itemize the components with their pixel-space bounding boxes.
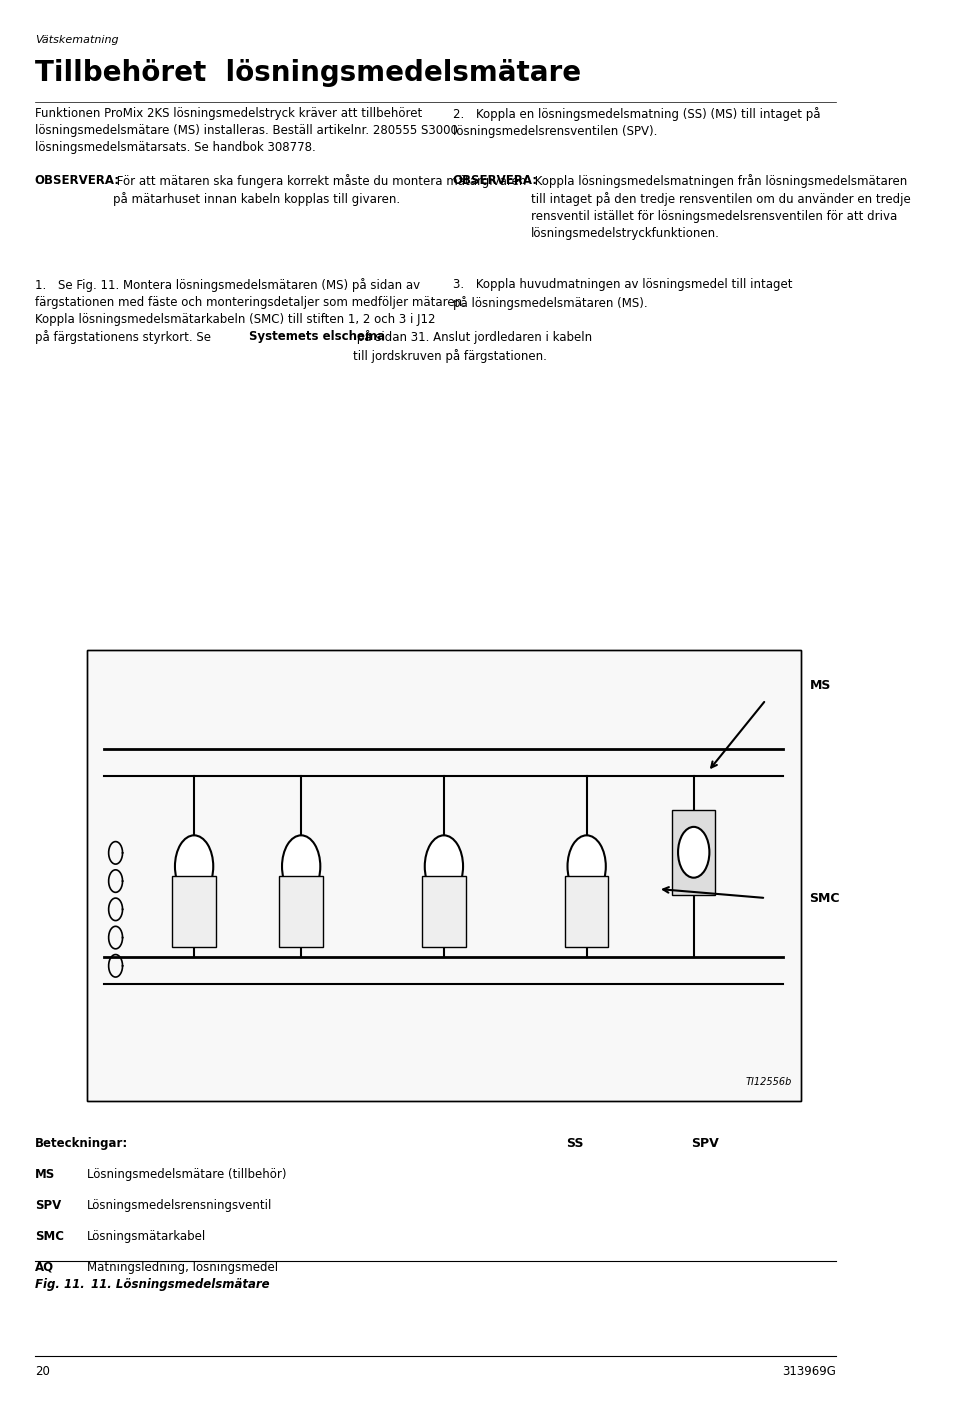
Circle shape (282, 836, 321, 898)
Text: OBSERVERA:: OBSERVERA: (452, 174, 538, 186)
Text: SPV: SPV (35, 1199, 61, 1211)
Text: 11. Lösningsmedelsmätare: 11. Lösningsmedelsmätare (91, 1278, 270, 1291)
Text: Lösningsmätarkabel: Lösningsmätarkabel (87, 1230, 206, 1243)
Text: Koppla lösningsmedelsmatningen från lösningsmedelsmätaren
till intaget på den tr: Koppla lösningsmedelsmatningen från lösn… (531, 174, 911, 240)
Text: Systemets elschema: Systemets elschema (249, 330, 385, 343)
Text: Funktionen ProMix 2KS lösningsmedelstryck kräver att tillbehöret
lösningsmedelsm: Funktionen ProMix 2KS lösningsmedelstryc… (35, 107, 458, 154)
Text: TI12556b: TI12556b (746, 1077, 792, 1087)
Text: Matningsledning, lösningsmedel: Matningsledning, lösningsmedel (87, 1261, 278, 1274)
Bar (672, 810, 715, 895)
Text: AQ: AQ (35, 1261, 54, 1274)
Bar (564, 877, 609, 947)
Text: För att mätaren ska fungera korrekt måste du montera mätargivaren
på mätarhuset : För att mätaren ska fungera korrekt måst… (113, 174, 526, 206)
Text: 313969G: 313969G (781, 1365, 835, 1378)
Text: MS: MS (809, 679, 830, 692)
Bar (87, 650, 801, 1101)
Text: Lösningsmedelsrensningsventil: Lösningsmedelsrensningsventil (87, 1199, 273, 1211)
Text: Fig. 11.: Fig. 11. (35, 1278, 84, 1291)
Bar (422, 877, 466, 947)
Text: 20: 20 (35, 1365, 50, 1378)
Circle shape (175, 836, 213, 898)
Circle shape (678, 827, 709, 878)
Text: SMC: SMC (35, 1230, 63, 1243)
Text: MS: MS (35, 1168, 55, 1180)
Text: SPV: SPV (691, 1137, 719, 1149)
Text: Beteckningar:: Beteckningar: (35, 1137, 128, 1149)
Text: 1. Se Fig. 11. Montera lösningsmedelsmätaren (MS) på sidan av
färgstationen med : 1. Se Fig. 11. Montera lösningsmedelsmät… (35, 278, 466, 345)
Text: på sidan 31. Anslut jordledaren i kabeln
till jordskruven på färgstationen.: på sidan 31. Anslut jordledaren i kabeln… (353, 330, 592, 363)
Bar (279, 877, 323, 947)
Text: Lösningsmedelsmätare (tillbehör): Lösningsmedelsmätare (tillbehör) (87, 1168, 286, 1180)
Text: 2. Koppla en lösningsmedelsmatning (SS) (MS) till intaget på
lösningsmedelsrensv: 2. Koppla en lösningsmedelsmatning (SS) … (452, 107, 820, 138)
Circle shape (424, 836, 463, 898)
Text: 3. Koppla huvudmatningen av lösningsmedel till intaget
på lösningsmedelsmätaren : 3. Koppla huvudmatningen av lösningsmede… (452, 278, 792, 309)
Circle shape (567, 836, 606, 898)
Text: OBSERVERA:: OBSERVERA: (35, 174, 120, 186)
Text: Tillbehöret  lösningsmedelsmätare: Tillbehöret lösningsmedelsmätare (35, 59, 581, 88)
Text: SMC: SMC (809, 891, 840, 905)
Text: Vätskematning: Vätskematning (35, 35, 118, 45)
Text: SS: SS (565, 1137, 584, 1149)
Bar (173, 877, 216, 947)
